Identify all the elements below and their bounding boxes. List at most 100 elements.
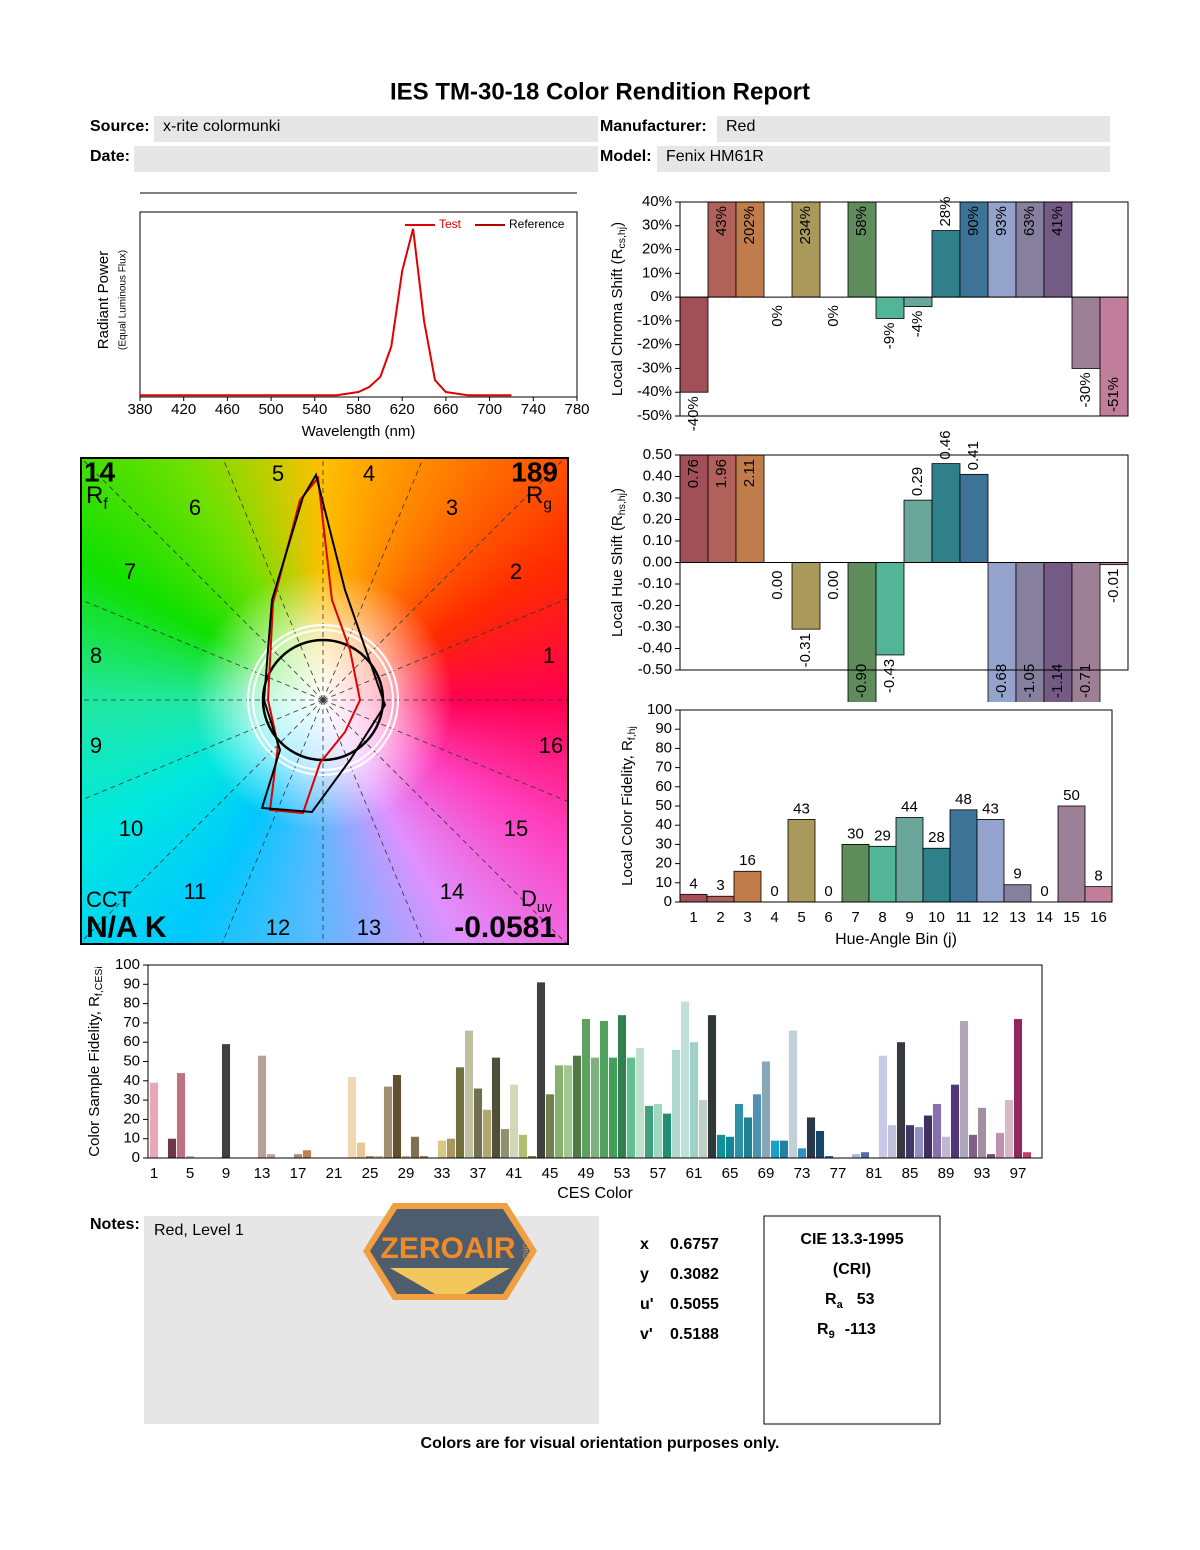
- bar: [617, 1015, 627, 1158]
- bar: [554, 1065, 564, 1158]
- bar: [841, 844, 870, 902]
- chromaticity-label: y: [640, 1266, 649, 1283]
- value-label: 0.76: [685, 459, 702, 488]
- spectrum-line: [140, 228, 512, 397]
- y-tick-label: -0.50: [638, 661, 672, 678]
- value-label: 0.41: [965, 441, 982, 470]
- hue-bin-label: 8: [90, 643, 102, 668]
- hue-divider: [322, 699, 568, 944]
- bar: [509, 1084, 519, 1158]
- y-label-text: Local Hue Shift (R: [609, 515, 626, 637]
- rf-label-main: R: [86, 482, 103, 509]
- value-label: -30%: [1077, 372, 1094, 407]
- hue-divider: [222, 458, 324, 701]
- rf-value: 14: [84, 456, 116, 487]
- y-tick-label: 60: [123, 1033, 140, 1050]
- bar: [787, 819, 816, 902]
- bar: [185, 1156, 195, 1158]
- field-value: x-rite colormunki: [163, 118, 280, 135]
- y-tick-label: 70: [655, 759, 672, 776]
- bar: [797, 1148, 807, 1158]
- x-tick-label: 77: [830, 1165, 847, 1182]
- bar: [1015, 202, 1045, 298]
- hue-divider: [221, 699, 324, 944]
- bar: [733, 870, 762, 902]
- bar: [903, 296, 933, 308]
- y-tick-label: 0.50: [643, 446, 672, 463]
- bar: [868, 845, 897, 902]
- y-label-sub: f,CESi: [93, 966, 105, 996]
- y-tick-label: 0: [664, 893, 672, 910]
- x-tick-label: 740: [521, 401, 546, 418]
- bar: [735, 202, 765, 298]
- bar: [221, 1044, 231, 1158]
- value-label: 0: [824, 883, 832, 900]
- field-label: Model:: [600, 148, 652, 165]
- value-label: 28%: [937, 197, 954, 227]
- x-tick-label: 61: [686, 1165, 703, 1182]
- duv-value: -0.0581: [454, 911, 556, 944]
- x-tick-label: 53: [614, 1165, 631, 1182]
- value-label: 0.29: [909, 467, 926, 496]
- report-title: IES TM-30-18 Color Rendition Report: [390, 78, 810, 105]
- y-label-text: Local Color Fidelity, R: [619, 740, 636, 886]
- bar: [959, 202, 989, 298]
- x-tick-label: 580: [346, 401, 371, 418]
- value-label: -1.05: [1021, 664, 1038, 698]
- x-tick-label: 37: [470, 1165, 487, 1182]
- value-label: -0.43: [881, 659, 898, 693]
- bar: [572, 1055, 582, 1158]
- legend-label: Test: [439, 217, 462, 231]
- value-label: 48: [955, 791, 972, 808]
- y-axis-label: Local Chroma Shift (Rcs,hj): [609, 222, 628, 396]
- bar: [987, 202, 1017, 298]
- x-tick-label: 15: [1063, 909, 1080, 926]
- value-label: 43: [982, 800, 999, 817]
- bar: [779, 1140, 789, 1158]
- x-tick-label: 540: [302, 401, 327, 418]
- y-tick-label: -0.30: [638, 618, 672, 635]
- value-label: -1.14: [1049, 664, 1066, 698]
- x-tick-label: 500: [259, 401, 284, 418]
- bar: [482, 1109, 492, 1158]
- bar: [1071, 562, 1101, 702]
- x-tick-label: 460: [215, 401, 240, 418]
- x-tick-label: 89: [938, 1165, 955, 1182]
- value-label: 1.96: [713, 459, 730, 488]
- y-tick-label: 40: [123, 1072, 140, 1089]
- value-label: 28: [928, 829, 945, 846]
- hue-bin-label: 11: [184, 879, 207, 904]
- hue-bin-label: 5: [272, 461, 284, 486]
- y-tick-label: -50%: [637, 407, 672, 424]
- cri-r9: R9 -113: [817, 1321, 876, 1341]
- y-tick-label: 50: [123, 1052, 140, 1069]
- field-value: Red: [726, 118, 755, 135]
- value-label: -0.68: [993, 664, 1010, 698]
- value-label: 0: [770, 883, 778, 900]
- y-tick-label: -40%: [637, 383, 672, 400]
- bars: [149, 982, 1032, 1158]
- bar: [895, 817, 924, 902]
- bar: [536, 982, 546, 1158]
- hue-divider: [322, 458, 566, 701]
- y-tick-label: 10: [655, 874, 672, 891]
- value-label: 0%: [825, 305, 842, 327]
- x-axis-label: Wavelength (nm): [302, 423, 416, 440]
- r9-value: -113: [845, 1321, 876, 1338]
- x-tick-label: 12: [982, 909, 999, 926]
- x-tick-label: 41: [506, 1165, 523, 1182]
- x-tick-label: 97: [1010, 1165, 1027, 1182]
- duv-label: Duv: [521, 886, 553, 916]
- bars: [680, 455, 1128, 702]
- bar: [743, 1117, 753, 1158]
- bar: [518, 1134, 528, 1158]
- value-label: 2.11: [741, 459, 758, 487]
- value-label: 0%: [769, 305, 786, 327]
- bar: [419, 1156, 429, 1158]
- value-label: 0: [1040, 883, 1048, 900]
- bar: [878, 1055, 888, 1158]
- bar: [653, 1103, 663, 1158]
- y-axis-label: Local Hue Shift (Rhs,hj): [609, 488, 628, 637]
- hue-bin-label: 6: [189, 495, 201, 520]
